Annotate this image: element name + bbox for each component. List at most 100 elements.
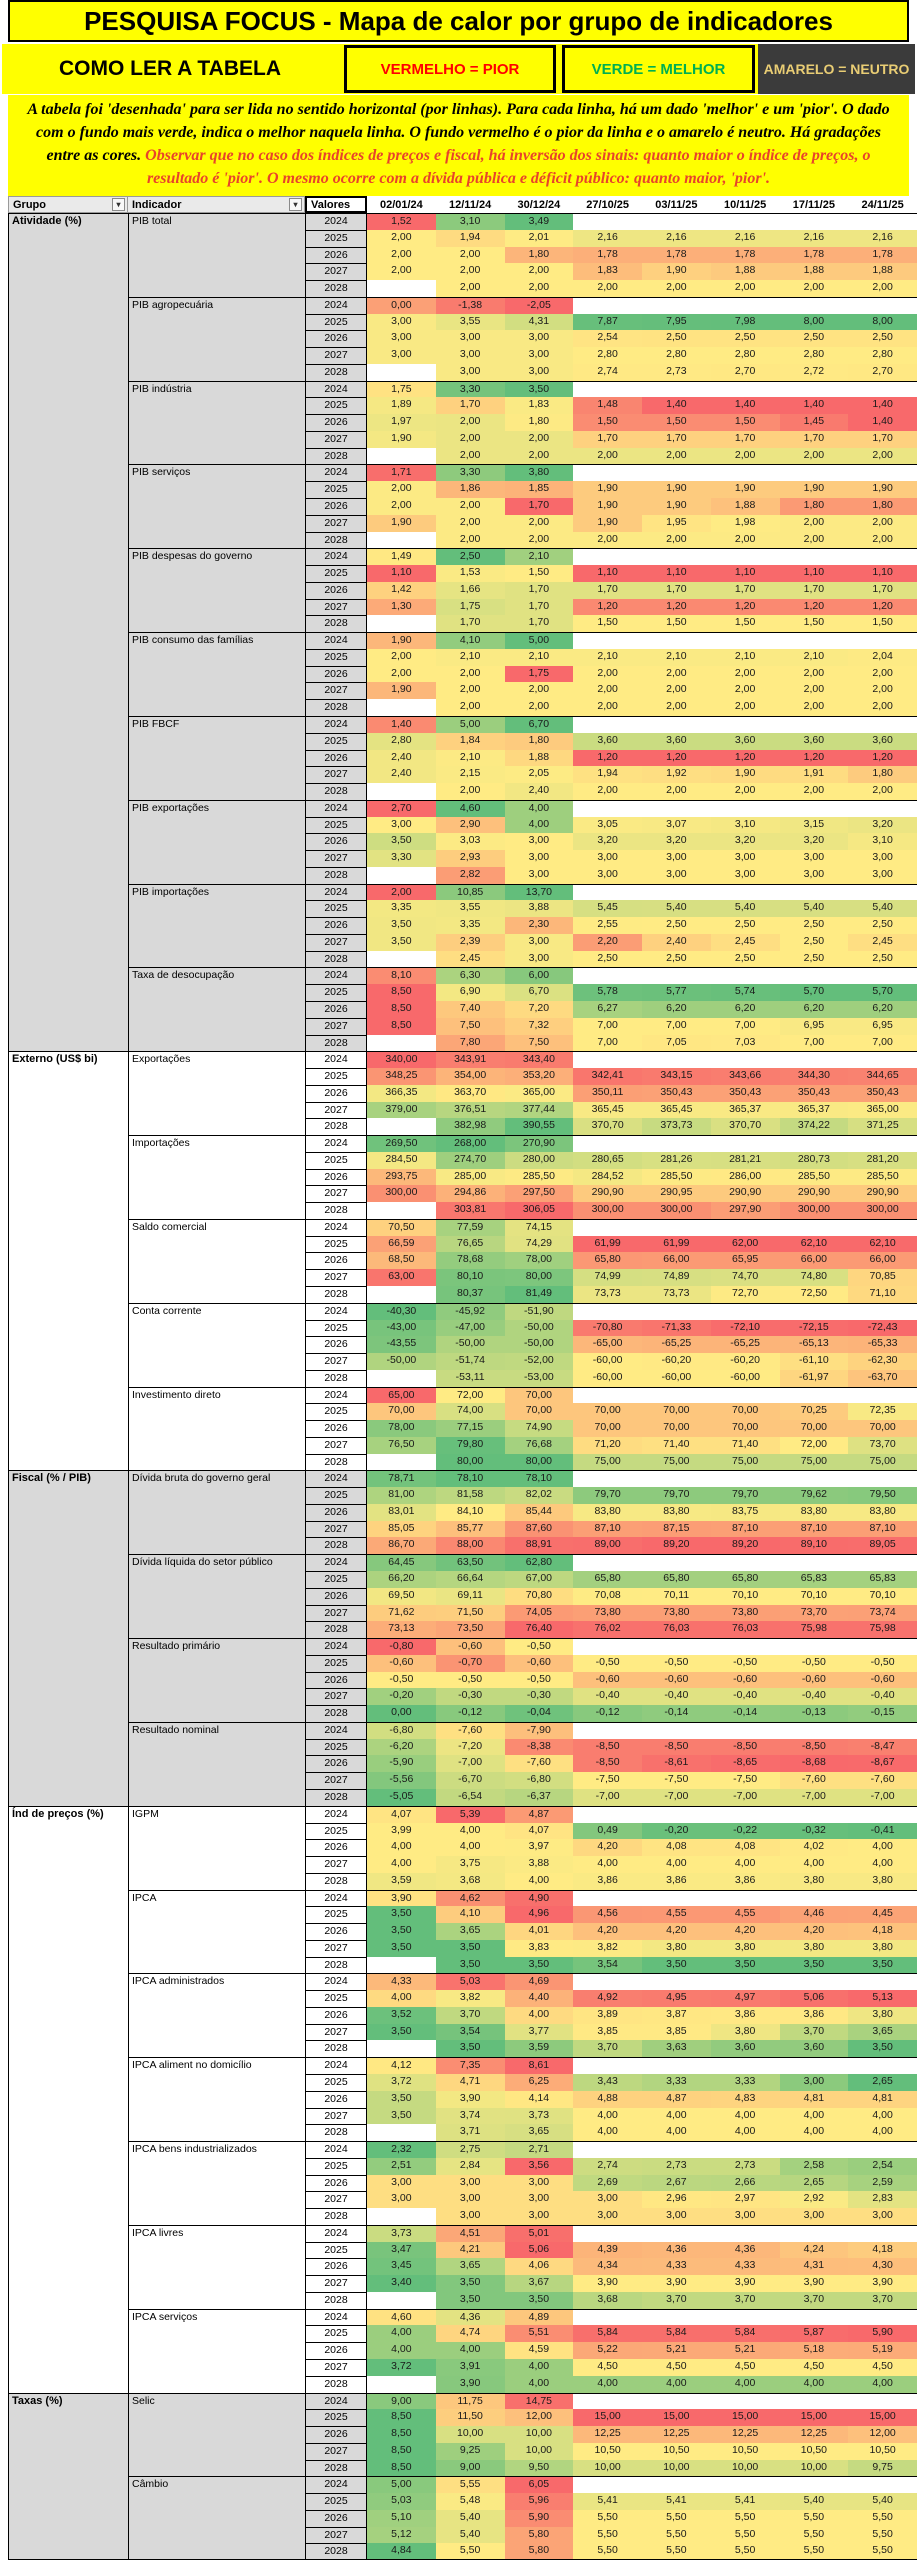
indicator-cell <box>128 1537 305 1555</box>
table-row: 2027 4,00 3,75 3,88 4,00 4,00 4,00 4,00 4,00 <box>8 1856 917 1873</box>
value-cell: 2,00 <box>848 447 917 465</box>
value-cell: 3,20 <box>710 833 780 851</box>
value-cell <box>642 2308 711 2326</box>
value-cell: 2,00 <box>504 430 574 448</box>
value-cell: 4,56 <box>573 1906 642 1924</box>
value-cell: 5,40 <box>779 900 849 918</box>
value-cell: 3,50 <box>504 2291 574 2309</box>
date-header-cell: 03/11/25 <box>642 196 711 213</box>
group-cell <box>8 2141 128 2158</box>
value-cell: 2,40 <box>504 783 574 800</box>
value-cell: 1,75 <box>435 598 505 616</box>
value-cell: 350,43 <box>642 1084 711 1102</box>
indicator-cell <box>128 2174 305 2192</box>
year-cell: 2027 <box>305 430 367 448</box>
value-cell: -7,50 <box>573 1772 642 1789</box>
value-cell: 300,00 <box>642 1202 711 1219</box>
table-row: 2025 8,50 6,90 6,70 5,78 5,77 5,74 5,70 5,70 <box>8 984 917 1001</box>
value-cell: 2,00 <box>435 498 505 515</box>
indicator-cell <box>128 2023 305 2041</box>
value-cell: 7,50 <box>435 1017 505 1035</box>
value-cell: 5,40 <box>848 900 917 918</box>
value-cell: 4,00 <box>435 1822 505 1840</box>
value-cell: 1,40 <box>848 414 917 431</box>
value-cell: -70,80 <box>573 1319 642 1337</box>
value-cell: 87,10 <box>848 1520 917 1538</box>
value-cell: 70,10 <box>779 1587 849 1605</box>
value-cell: 4,21 <box>435 2241 505 2259</box>
value-cell: 1,92 <box>642 766 711 784</box>
value-cell: 2,10 <box>573 648 642 666</box>
value-cell: 4,50 <box>573 2359 642 2376</box>
value-cell: 78,71 <box>367 1470 436 1488</box>
table-row: 2025 3,47 4,21 5,06 4,39 4,36 4,36 4,24 4,18 <box>8 2241 917 2259</box>
value-cell: 1,80 <box>848 498 917 515</box>
value-cell: 350,11 <box>573 1084 642 1102</box>
value-cell: 65,83 <box>779 1571 849 1588</box>
indicator-cell: PIB total <box>128 213 305 230</box>
indicador-filter-button[interactable]: ▾ <box>289 198 302 211</box>
value-cell: 80,37 <box>435 1286 505 1303</box>
value-cell <box>848 2224 917 2242</box>
value-cell: 10,00 <box>435 2426 505 2443</box>
table-row: 2026 2,00 2,00 1,80 1,78 1,78 1,78 1,78 1,78 <box>8 246 917 264</box>
value-cell: 5,50 <box>710 2526 780 2544</box>
value-cell: 8,50 <box>367 2442 436 2460</box>
value-cell: 80,00 <box>435 1453 505 1471</box>
group-cell <box>8 1755 128 1773</box>
value-cell: 0,00 <box>367 1705 436 1722</box>
value-cell: 1,80 <box>779 498 849 515</box>
group-cell <box>8 2543 128 2560</box>
value-cell: 2,00 <box>504 531 574 549</box>
grupo-filter-button[interactable]: ▾ <box>112 198 125 211</box>
value-cell: 1,90 <box>367 632 436 649</box>
value-cell: 3,86 <box>642 1872 711 1890</box>
indicator-cell: Importações <box>128 1135 305 1152</box>
value-cell: 4,00 <box>573 1856 642 1873</box>
value-cell: 285,50 <box>504 1168 574 1186</box>
indicator-cell: PIB exportações <box>128 799 305 817</box>
value-cell: -0,60 <box>504 1654 574 1672</box>
value-cell: 74,99 <box>573 1269 642 1286</box>
value-cell: 2,80 <box>367 732 436 750</box>
group-cell <box>8 397 128 415</box>
group-cell <box>8 1168 128 1186</box>
year-cell: 2025 <box>305 1151 367 1169</box>
year-cell: 2026 <box>305 1168 367 1186</box>
year-cell: 2027 <box>305 1353 367 1370</box>
group-cell <box>8 2459 128 2477</box>
indicator-cell <box>128 816 305 834</box>
value-cell: 70,00 <box>504 1403 574 1421</box>
indicator-cell: PIB FBCF <box>128 715 305 733</box>
value-cell: 2,45 <box>848 933 917 951</box>
group-cell <box>8 850 128 867</box>
value-cell: -8,50 <box>573 1755 642 1773</box>
value-cell: 374,22 <box>779 1118 849 1136</box>
value-cell: 274,70 <box>435 1151 505 1169</box>
value-cell: 2,74 <box>573 363 642 381</box>
value-cell <box>642 715 711 733</box>
year-cell: 2028 <box>305 280 367 297</box>
year-cell: 2024 <box>305 2476 367 2494</box>
group-cell <box>8 1034 128 1052</box>
value-cell: -53,11 <box>435 1369 505 1387</box>
value-cell: 76,40 <box>504 1621 574 1639</box>
indicator-cell <box>128 1202 305 1219</box>
value-cell: 3,77 <box>504 2023 574 2041</box>
group-cell <box>8 1554 128 1572</box>
year-cell: 2028 <box>305 1286 367 1303</box>
value-cell: 74,15 <box>504 1218 574 1236</box>
value-cell: 4,31 <box>779 2258 849 2276</box>
value-cell: -51,90 <box>504 1302 574 1320</box>
value-cell: -0,14 <box>642 1705 711 1722</box>
indicator-cell <box>128 1369 305 1387</box>
group-cell <box>8 2224 128 2242</box>
value-cell: 79,70 <box>642 1487 711 1504</box>
year-cell: 2027 <box>305 2442 367 2460</box>
value-cell: 290,90 <box>848 1185 917 1203</box>
value-cell: 83,80 <box>642 1503 711 1521</box>
value-cell: 71,40 <box>710 1436 780 1454</box>
value-cell: 65,80 <box>642 1571 711 1588</box>
value-cell: 8,61 <box>504 2057 574 2074</box>
value-cell: 2,16 <box>710 229 780 247</box>
